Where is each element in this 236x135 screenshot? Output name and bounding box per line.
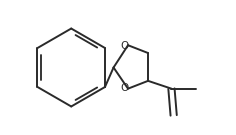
Text: O: O <box>120 41 128 51</box>
Text: O: O <box>120 82 128 92</box>
